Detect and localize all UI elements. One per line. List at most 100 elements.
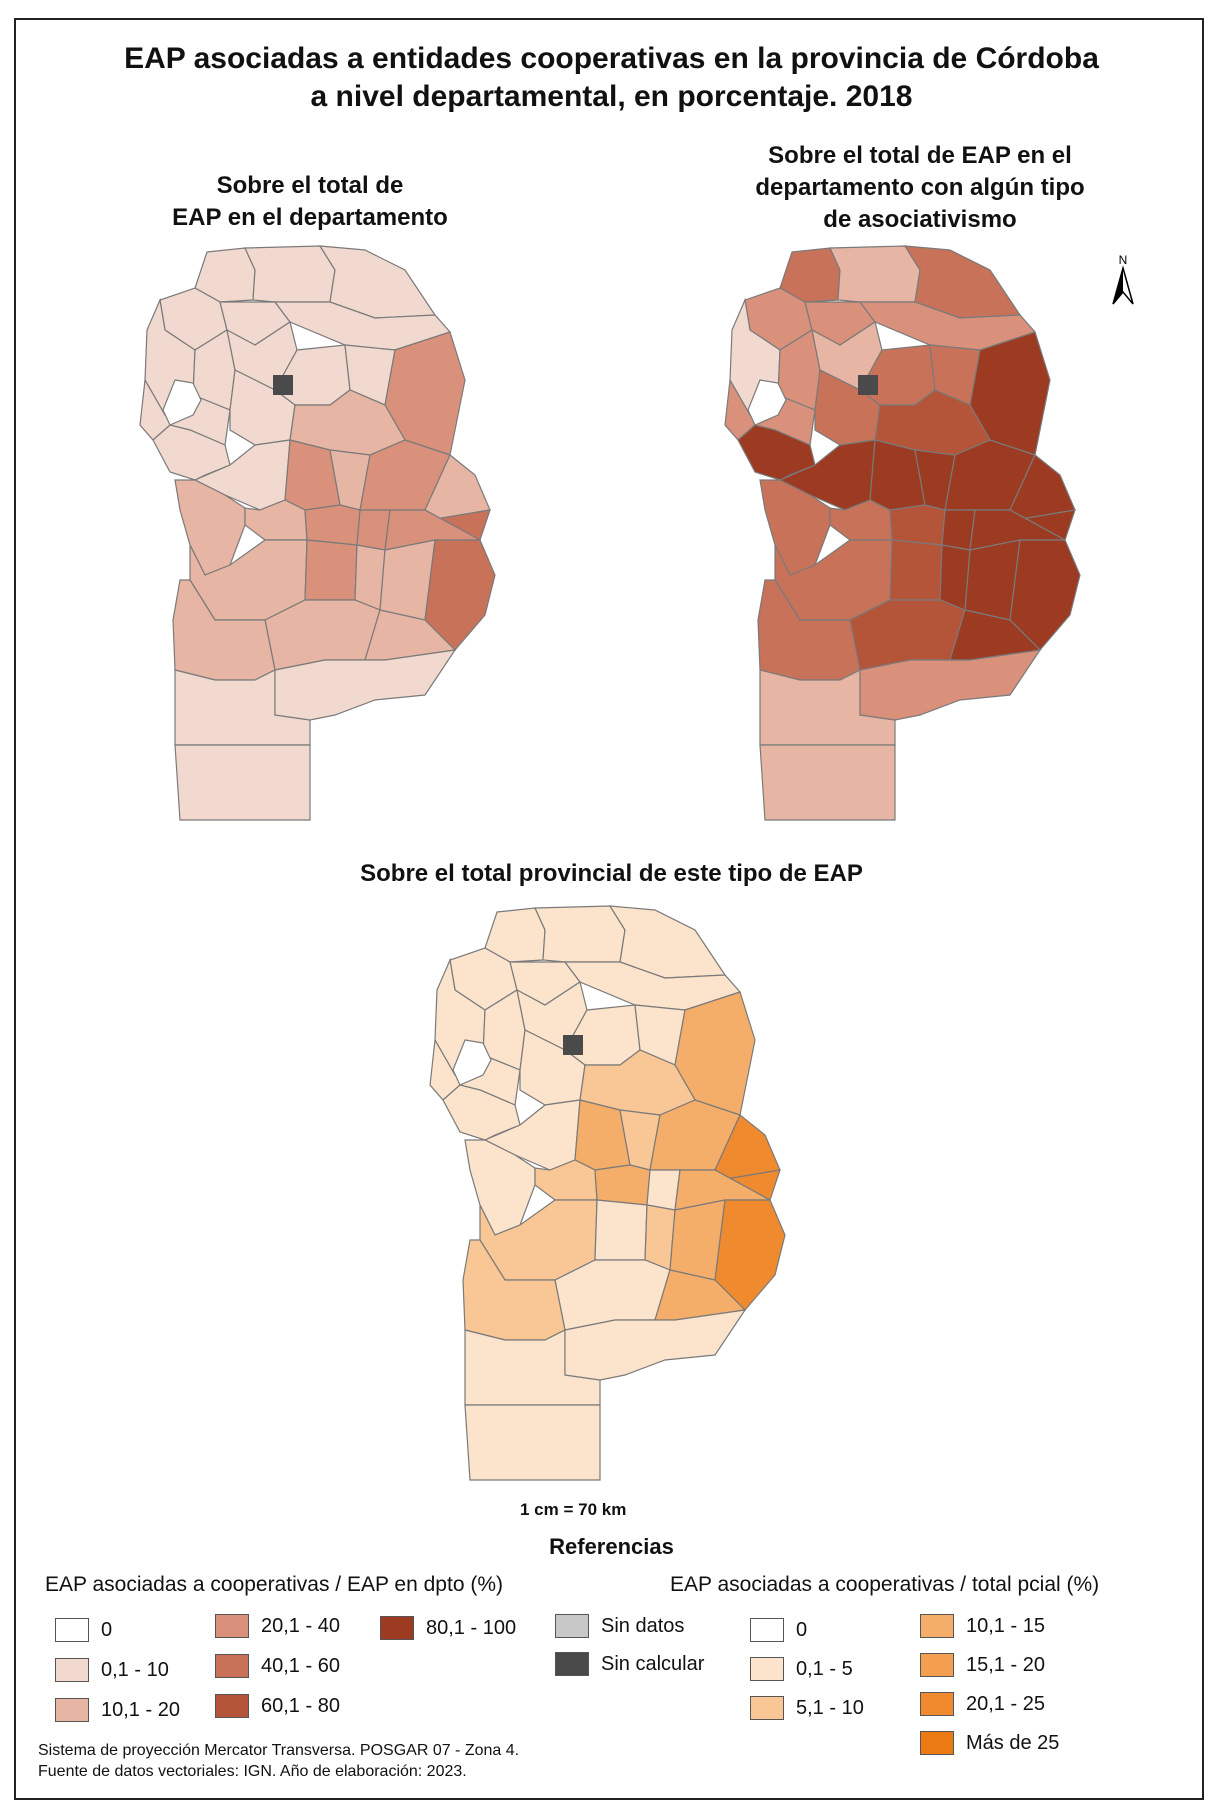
left-lake — [162, 379, 202, 426]
dept-right-w4 — [759, 479, 831, 576]
main-title: EAP asociadas a entidades cooperativas e… — [0, 40, 1223, 116]
dept-bottom-s6 — [594, 1164, 651, 1206]
legend-swatch — [750, 1618, 784, 1642]
dept-bottom-w4 — [464, 1139, 536, 1236]
dept-bottom-south3 — [464, 1404, 601, 1481]
left-map-title-line-1: Sobre el total de — [216, 172, 404, 199]
legend-swatch — [555, 1652, 589, 1676]
legend-swatch — [215, 1654, 249, 1678]
dept-bottom-south2 — [564, 1309, 747, 1381]
legend-right-item-4: 15,1 - 20 — [920, 1652, 1045, 1678]
right-capital-square — [858, 375, 878, 395]
legend-label: Más de 25 — [966, 1731, 1060, 1754]
dept-right-s7 — [941, 509, 976, 551]
legend-label: 20,1 - 40 — [261, 1614, 340, 1637]
left-map-title: Sobre el total de EAP en el departamento — [120, 170, 500, 234]
legend-swatch — [555, 1614, 589, 1638]
main-title-line-2: a nivel departamental, en porcentaje. 20… — [310, 80, 913, 113]
dept-bottom-n2 — [534, 905, 626, 963]
legend-label: 15,1 - 20 — [966, 1653, 1045, 1676]
legend-swatch — [750, 1696, 784, 1720]
dept-bottom-s9 — [594, 1199, 648, 1261]
right-map-title-line-3: de asociativismo — [823, 206, 1017, 233]
footer: Sistema de proyección Mercator Transvers… — [38, 1740, 519, 1782]
legend-label: 80,1 - 100 — [426, 1616, 517, 1639]
dept-right-south3 — [759, 744, 896, 821]
legend-swatch — [380, 1616, 414, 1640]
legend-left-title: EAP asociadas a cooperativas / EAP en dp… — [45, 1573, 503, 1596]
legend-left-item-3: 20,1 - 40 — [215, 1613, 340, 1639]
map-right — [724, 245, 1081, 821]
legend-right-item-0: 0 — [750, 1617, 807, 1643]
north-arrow-icon: N — [1108, 252, 1138, 308]
legend-label: 40,1 - 60 — [261, 1654, 340, 1677]
bottom-capital-square — [563, 1035, 583, 1055]
dept-left-w4 — [174, 479, 246, 576]
legend-swatch — [920, 1653, 954, 1677]
legend-left-item-1: 0,1 - 10 — [55, 1657, 169, 1683]
bottom-map-title-text: Sobre el total provincial de este tipo d… — [360, 860, 863, 887]
dept-right-south2 — [859, 649, 1042, 721]
dept-left-s7 — [356, 509, 391, 551]
map-bottom — [429, 905, 786, 1481]
left-map-title-line-2: EAP en el departamento — [172, 204, 448, 231]
legend-label: Sin datos — [601, 1614, 685, 1637]
legend-label: 0,1 - 10 — [101, 1658, 169, 1681]
map-left — [139, 245, 496, 821]
legend-label: 5,1 - 10 — [796, 1696, 864, 1719]
footer-line-1: Sistema de proyección Mercator Transvers… — [38, 1742, 520, 1759]
legend-left-item-4: 40,1 - 60 — [215, 1653, 340, 1679]
right-map-title: Sobre el total de EAP en el departamento… — [700, 140, 1140, 236]
legend-swatch — [920, 1692, 954, 1716]
legend-swatch — [55, 1618, 89, 1642]
dept-left-south3 — [174, 744, 311, 821]
legend-swatch — [55, 1698, 89, 1722]
dept-right-s6 — [889, 504, 946, 546]
map-frame — [14, 18, 1204, 1800]
dept-bottom-s7 — [646, 1169, 681, 1211]
dept-right-n2 — [829, 245, 921, 303]
bottom-map-title: Sobre el total provincial de este tipo d… — [0, 858, 1223, 890]
legend-left-item-6: 80,1 - 100 — [380, 1615, 516, 1641]
legend-label: 60,1 - 80 — [261, 1694, 340, 1717]
legend-swatch — [750, 1657, 784, 1681]
legend-left-item-8: Sin calcular — [555, 1651, 704, 1677]
legend-swatch — [55, 1658, 89, 1682]
dept-left-s6 — [304, 504, 361, 546]
legend-right-item-1: 0,1 - 5 — [750, 1656, 853, 1682]
legend-left-item-0: 0 — [55, 1617, 112, 1643]
scale-note: 1 cm = 70 km — [520, 1500, 627, 1519]
bottom-lake — [452, 1039, 492, 1086]
legend-swatch — [920, 1614, 954, 1638]
legend-label: 10,1 - 20 — [101, 1698, 180, 1721]
dept-right-s9 — [889, 539, 943, 601]
legend-right-item-5: 20,1 - 25 — [920, 1691, 1045, 1717]
north-label: N — [1119, 253, 1128, 267]
legend-right-item-6: Más de 25 — [920, 1730, 1059, 1756]
legend-title: Referencias — [549, 1534, 674, 1559]
legend-swatch — [920, 1731, 954, 1755]
dept-left-south2 — [274, 649, 457, 721]
legend-right-item-2: 5,1 - 10 — [750, 1695, 864, 1721]
left-capital-square — [273, 375, 293, 395]
legend-right-item-3: 10,1 - 15 — [920, 1613, 1045, 1639]
legend-label: 10,1 - 15 — [966, 1614, 1045, 1637]
legend-label: Sin calcular — [601, 1652, 705, 1675]
legend-left-item-7: Sin datos — [555, 1613, 684, 1639]
legend-label: 0 — [101, 1618, 113, 1641]
right-map-title-line-1: Sobre el total de EAP en el — [768, 142, 1072, 169]
dept-left-s9 — [304, 539, 358, 601]
footer-line-2: Fuente de datos vectoriales: IGN. Año de… — [38, 1763, 467, 1780]
right-lake — [747, 379, 787, 426]
legend-label: 0,1 - 5 — [796, 1657, 853, 1680]
legend-label: 20,1 - 25 — [966, 1692, 1045, 1715]
legend-left-item-2: 10,1 - 20 — [55, 1697, 180, 1723]
legend-right-title: EAP asociadas a cooperativas / total pci… — [670, 1573, 1100, 1596]
main-title-line-1: EAP asociadas a entidades cooperativas e… — [124, 42, 1099, 75]
dept-left-n2 — [244, 245, 336, 303]
legend-swatch — [215, 1614, 249, 1638]
legend-left-item-5: 60,1 - 80 — [215, 1693, 340, 1719]
legend-swatch — [215, 1694, 249, 1718]
right-map-title-line-2: departamento con algún tipo — [755, 174, 1085, 201]
legend-label: 0 — [796, 1618, 808, 1641]
